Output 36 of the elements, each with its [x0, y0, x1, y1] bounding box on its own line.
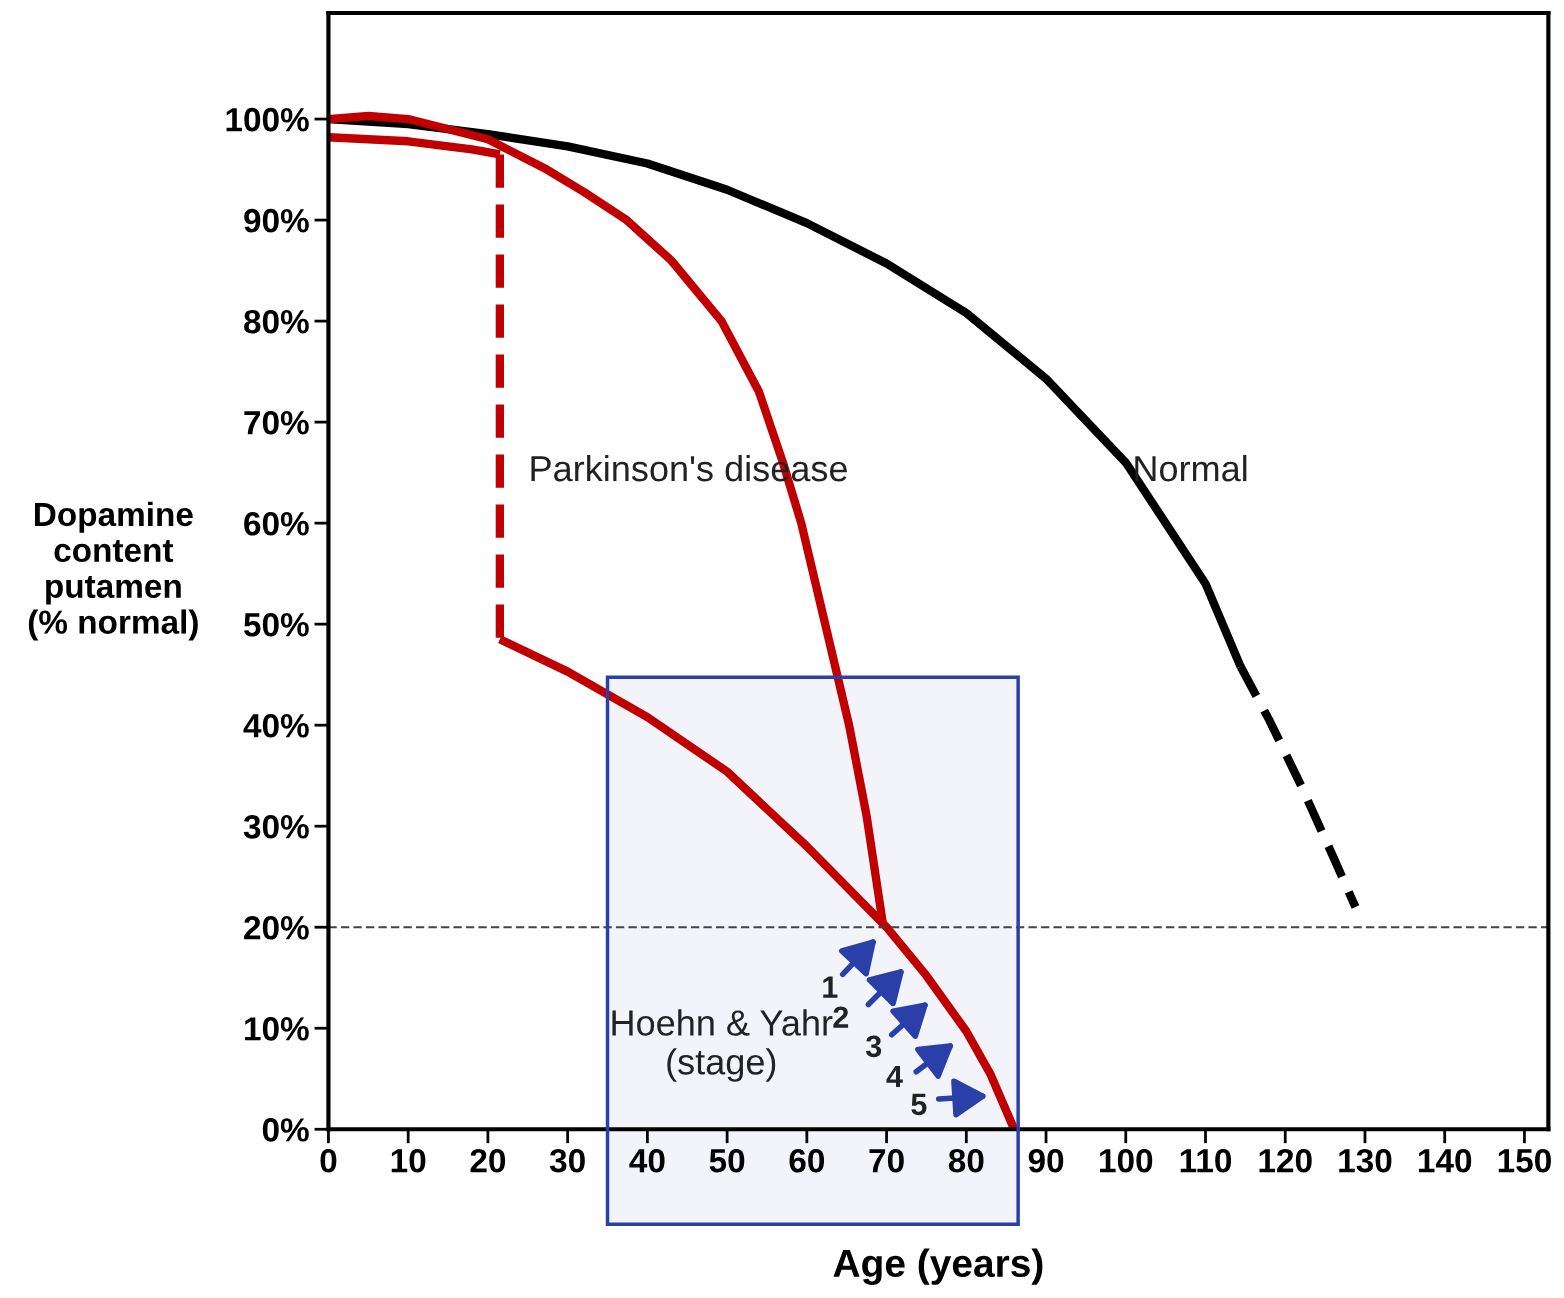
y-tick-label: 90%: [244, 208, 309, 233]
y-tick-label: 30%: [243, 815, 309, 839]
x-tick-label: 120: [1259, 1148, 1312, 1173]
x-tick-label: 30: [549, 1148, 585, 1173]
y-tick-label: 100%: [226, 107, 309, 132]
y-tick-label: 20%: [244, 916, 309, 940]
x-tick-label: 140: [1419, 1148, 1472, 1173]
x-tick-label: 130: [1339, 1148, 1392, 1173]
x-tick-label: 0: [320, 1148, 337, 1173]
annotation: 2: [833, 1006, 849, 1028]
y-tick-label: 50%: [244, 612, 309, 637]
x-tick-label: 80: [948, 1148, 984, 1173]
annotation: 1: [823, 976, 838, 998]
x-tick-label: 90: [1028, 1148, 1064, 1173]
x-tick-label: 100: [1100, 1148, 1153, 1173]
annotation: 3: [865, 1035, 882, 1058]
y-tick-label: 40%: [243, 713, 309, 738]
y-axis-title: Dopamine content putamen (% normal): [28, 501, 198, 641]
x-tick-label: 110: [1180, 1148, 1232, 1173]
y-tick-label: 60%: [244, 511, 309, 536]
y-tick-label: 0%: [262, 1118, 309, 1142]
x-tick-label: 60: [789, 1148, 825, 1173]
annotation: 5: [911, 1093, 927, 1116]
x-tick-label: 70: [869, 1148, 904, 1173]
annotation: 4: [886, 1065, 903, 1087]
y-tick-label: 70%: [244, 410, 309, 435]
x-tick-label: 20: [470, 1148, 506, 1173]
annotation: Hoehn & Yahr (stage): [612, 1009, 833, 1082]
x-tick-label: 150: [1498, 1148, 1551, 1173]
annotation: Normal: [1135, 454, 1247, 482]
x-axis-title: Age (years): [833, 1248, 1043, 1285]
x-tick-label: 50: [709, 1148, 745, 1173]
y-tick-label: 80%: [244, 309, 309, 334]
y-tick-label: 10%: [245, 1017, 309, 1041]
x-tick-label: 40: [629, 1148, 665, 1173]
x-tick-label: 10: [391, 1148, 426, 1173]
